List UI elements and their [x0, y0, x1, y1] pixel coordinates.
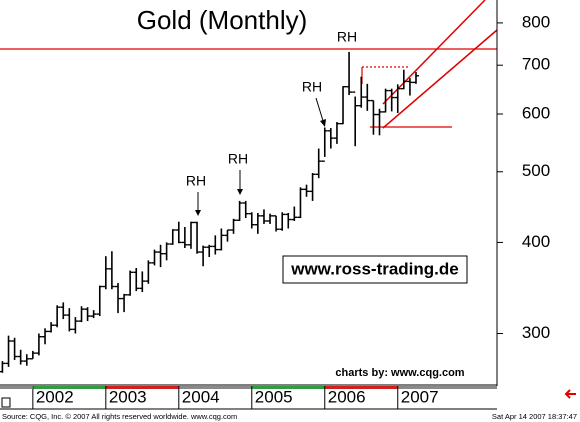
x-tick-label: 2003	[109, 387, 147, 406]
watermark-box	[282, 255, 468, 284]
arrow-head	[195, 210, 201, 216]
x-tick-label: 2006	[328, 387, 366, 406]
x-tick-label: 2002	[36, 387, 74, 406]
annotation: RH	[186, 173, 206, 189]
year-strip	[251, 386, 325, 389]
year-strip	[0, 386, 33, 389]
y-tick-label: 500	[522, 161, 550, 180]
y-tick-label: 600	[522, 103, 550, 122]
chart-title: Gold (Monthly)	[137, 5, 308, 35]
channel-upper	[382, 0, 486, 105]
x-tick-label: 2005	[255, 387, 293, 406]
year-strip	[397, 386, 497, 389]
footer-date: Sat Apr 14 2007 18:37:47	[492, 412, 577, 421]
y-tick-label: 700	[522, 55, 550, 74]
annotation: RH	[302, 79, 322, 95]
corner-box	[1, 397, 11, 408]
channel-lower	[382, 29, 498, 129]
year-strip	[324, 386, 398, 389]
credit: charts by: www.cqg.com	[335, 367, 464, 379]
y-tick-label: 400	[522, 232, 550, 251]
arrow-head	[237, 189, 243, 195]
y-tick-label: 300	[522, 323, 550, 342]
year-strip	[105, 386, 179, 389]
annotation: RH	[228, 151, 248, 167]
scroll-arrow[interactable]	[564, 389, 576, 399]
year-strip	[178, 386, 252, 389]
arrow	[315, 97, 325, 125]
x-tick-label: 2004	[182, 387, 220, 406]
arrow-head	[320, 119, 326, 127]
footer-source: Source: CQG, Inc. © 2007 All rights rese…	[2, 412, 237, 421]
annotation: RH	[337, 29, 357, 45]
x-tick-label: 2007	[401, 387, 439, 406]
year-strip	[32, 386, 106, 389]
watermark: www.ross-trading.de	[290, 259, 459, 278]
y-tick-label: 800	[522, 12, 550, 31]
bars	[0, 51, 419, 373]
